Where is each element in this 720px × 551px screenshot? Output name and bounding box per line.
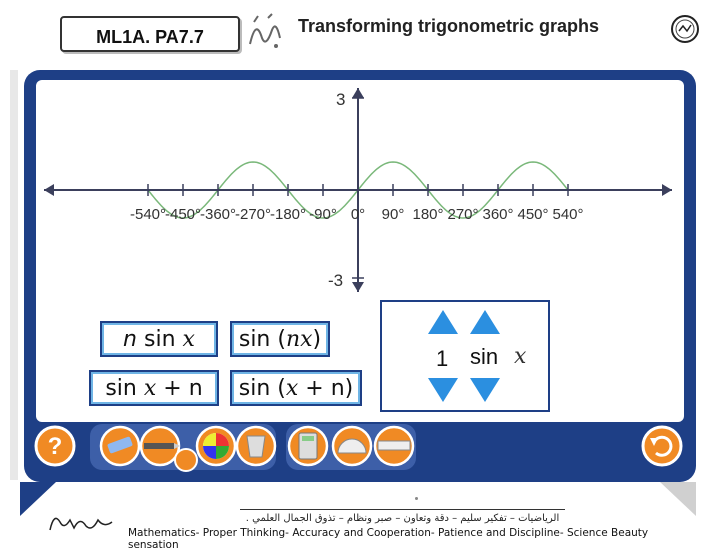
x-tick-label: 270°	[447, 206, 478, 223]
x-tick-label: 450°	[517, 206, 548, 223]
color-wheel-button[interactable]	[195, 425, 237, 467]
x-axis-arrow-right	[662, 184, 672, 196]
signature-logo	[49, 517, 113, 531]
back-button[interactable]	[641, 425, 683, 467]
formula-text: n sin x	[123, 326, 195, 352]
x-tick-label: -270°	[235, 206, 271, 223]
calculator-button[interactable]	[287, 425, 329, 467]
y-axis-arrow-down	[352, 282, 364, 292]
applet-panel	[36, 80, 684, 422]
lesson-code: ML1A. PA7.7	[60, 16, 240, 52]
x-axis-arrow-left	[44, 184, 54, 196]
x-tick-label: -360°	[200, 206, 236, 223]
x-tick-label: 540°	[552, 206, 583, 223]
y-tick-label-top: 3	[336, 90, 345, 109]
sine-graph: 3 -3 -540°-450°-360°-270°-180° -90° 0° 90° 1…	[44, 88, 672, 292]
formula-text: sin (x + n)	[238, 375, 354, 401]
x-tick-label: 360°	[482, 206, 513, 223]
question-mark-icon: ?	[48, 433, 63, 460]
x-tick-label: -450°	[165, 206, 201, 223]
bin-button[interactable]	[235, 425, 277, 467]
variable-label: x	[514, 344, 527, 369]
formula-sin-x-plus-n-button[interactable]: sin x + n	[89, 370, 219, 406]
calligraphy-logo	[249, 13, 281, 48]
footer-english-motto: Mathematics- Proper Thinking- Accuracy a…	[128, 527, 649, 551]
decrease-value-arrow-icon[interactable]	[428, 378, 458, 402]
formula-text: sin x + n	[105, 375, 203, 401]
x-tick-label: 0°	[351, 206, 365, 223]
bin-icon	[246, 435, 266, 458]
x-tick-label: -90°	[309, 206, 337, 223]
x-tick-label: 180°	[412, 206, 443, 223]
pencil-button[interactable]	[139, 425, 181, 467]
side-bar	[10, 70, 18, 480]
function-name: sin	[470, 344, 499, 369]
ruler-button[interactable]	[373, 425, 415, 467]
school-badge-icon	[671, 15, 699, 43]
change-function-down-arrow-icon[interactable]	[470, 378, 500, 402]
x-tick-label: 90°	[382, 206, 405, 223]
x-tick-label: -180°	[270, 206, 306, 223]
eraser-icon	[107, 436, 133, 454]
protractor-icon	[337, 438, 367, 454]
change-function-up-arrow-icon[interactable]	[470, 310, 500, 334]
function-control-panel: 1 sin x	[380, 300, 550, 412]
page-title: Transforming trigonometric graphs	[298, 16, 600, 36]
x-tick-label: -540°	[130, 206, 166, 223]
formula-n-sin-x-button[interactable]: n sin x	[100, 321, 218, 357]
y-tick-label-bottom: -3	[328, 271, 343, 290]
pen-color-button[interactable]	[174, 448, 198, 472]
pencil-icon	[144, 443, 174, 449]
help-button[interactable]: ?	[34, 425, 76, 467]
footer-divider	[240, 509, 565, 510]
toolbar: ?	[34, 424, 683, 472]
coefficient-value: 1	[436, 346, 449, 371]
increase-value-arrow-icon[interactable]	[428, 310, 458, 334]
undo-arrow-icon	[652, 435, 673, 457]
ruler-icon	[377, 440, 411, 451]
eraser-button[interactable]	[99, 425, 141, 467]
formula-sin-nx-button[interactable]: sin (nx)	[230, 321, 330, 357]
corner-decoration-right	[660, 482, 696, 516]
footer-dot	[415, 497, 418, 500]
y-axis-arrow-up	[352, 88, 364, 98]
formula-sin-paren-x-plus-n-button[interactable]: sin (x + n)	[230, 370, 362, 406]
formula-text: sin (nx)	[238, 326, 322, 352]
protractor-button[interactable]	[331, 425, 373, 467]
footer-arabic-motto: الرياضيات – تفكير سليم – دقة وتعاون – صب…	[245, 513, 560, 524]
